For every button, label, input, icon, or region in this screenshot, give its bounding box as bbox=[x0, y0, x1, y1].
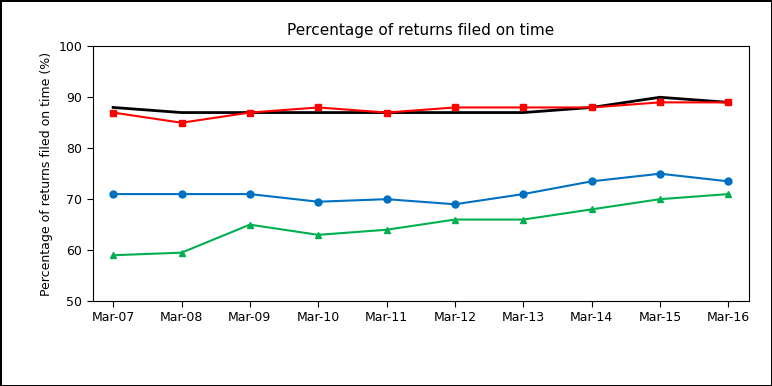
Y-axis label: Percentage of returns filed on time (%): Percentage of returns filed on time (%) bbox=[40, 52, 52, 296]
Title: Percentage of returns filed on time: Percentage of returns filed on time bbox=[287, 23, 554, 38]
